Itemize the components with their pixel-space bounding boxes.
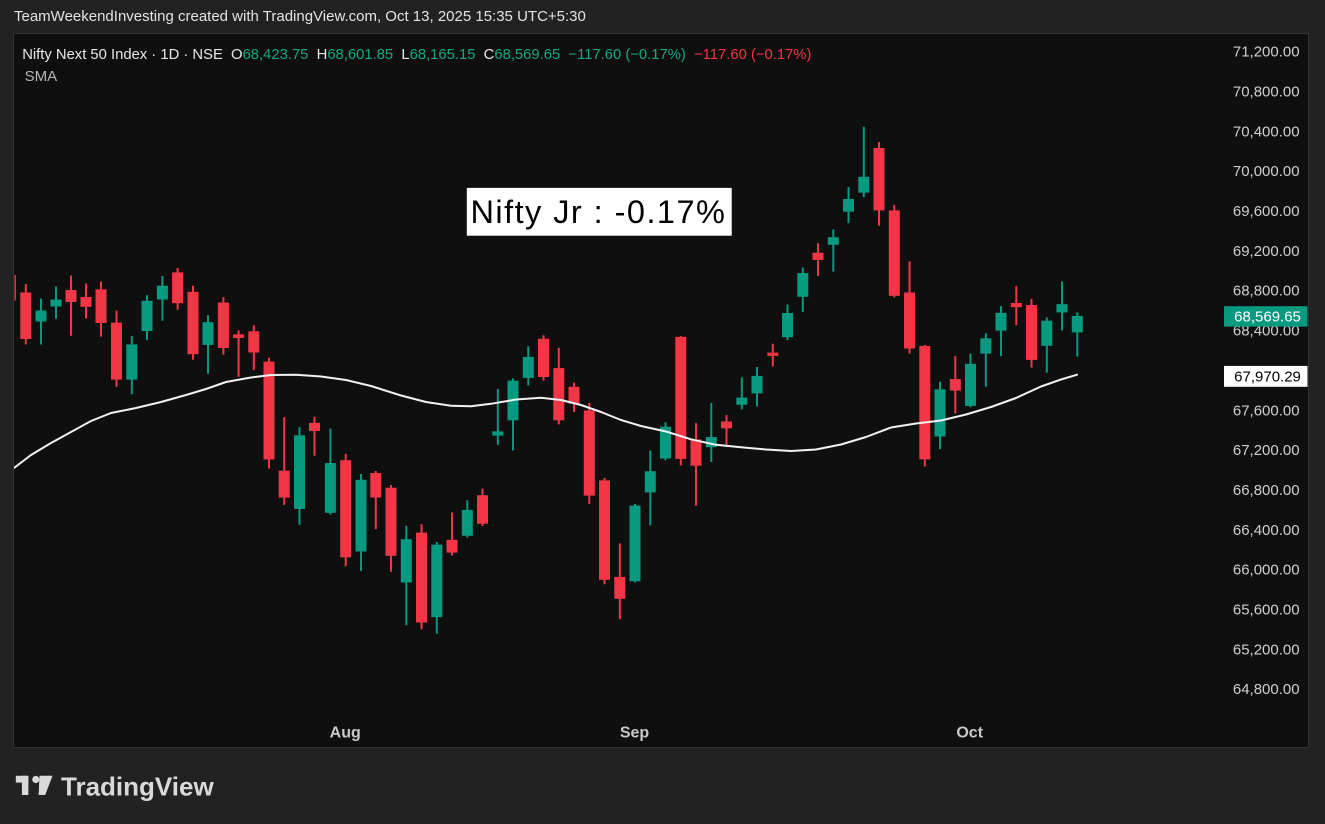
svg-text:67,600.00: 67,600.00 — [1233, 402, 1300, 419]
svg-text:Sep: Sep — [620, 725, 650, 742]
svg-text:Aug: Aug — [330, 725, 361, 742]
svg-text:69,600.00: 69,600.00 — [1233, 203, 1300, 220]
svg-text:64,800.00: 64,800.00 — [1233, 681, 1300, 698]
svg-text:68,569.65: 68,569.65 — [1234, 308, 1301, 325]
svg-text:65,200.00: 65,200.00 — [1233, 641, 1300, 658]
svg-text:67,200.00: 67,200.00 — [1233, 442, 1300, 459]
svg-text:66,000.00: 66,000.00 — [1233, 562, 1300, 579]
svg-text:66,400.00: 66,400.00 — [1233, 522, 1300, 539]
svg-text:68,800.00: 68,800.00 — [1233, 283, 1300, 300]
svg-text:71,200.00: 71,200.00 — [1233, 44, 1300, 61]
svg-text:70,800.00: 70,800.00 — [1233, 84, 1300, 101]
svg-text:70,000.00: 70,000.00 — [1233, 163, 1300, 180]
svg-text:SMA: SMA — [25, 68, 58, 85]
svg-text:65,600.00: 65,600.00 — [1233, 602, 1300, 619]
svg-text:67,970.29: 67,970.29 — [1234, 369, 1301, 386]
svg-text:Nifty Jr : -0.17%: Nifty Jr : -0.17% — [471, 194, 727, 230]
svg-text:Nifty Next 50 Index · 1D · NSE: Nifty Next 50 Index · 1D · NSE O68,423.7… — [22, 47, 811, 63]
svg-text:TradingView: TradingView — [61, 771, 214, 801]
svg-text:70,400.00: 70,400.00 — [1233, 123, 1300, 140]
svg-text:Oct: Oct — [956, 725, 983, 742]
svg-text:69,200.00: 69,200.00 — [1233, 243, 1300, 260]
svg-text:66,800.00: 66,800.00 — [1233, 482, 1300, 499]
svg-text:68,400.00: 68,400.00 — [1233, 323, 1300, 340]
